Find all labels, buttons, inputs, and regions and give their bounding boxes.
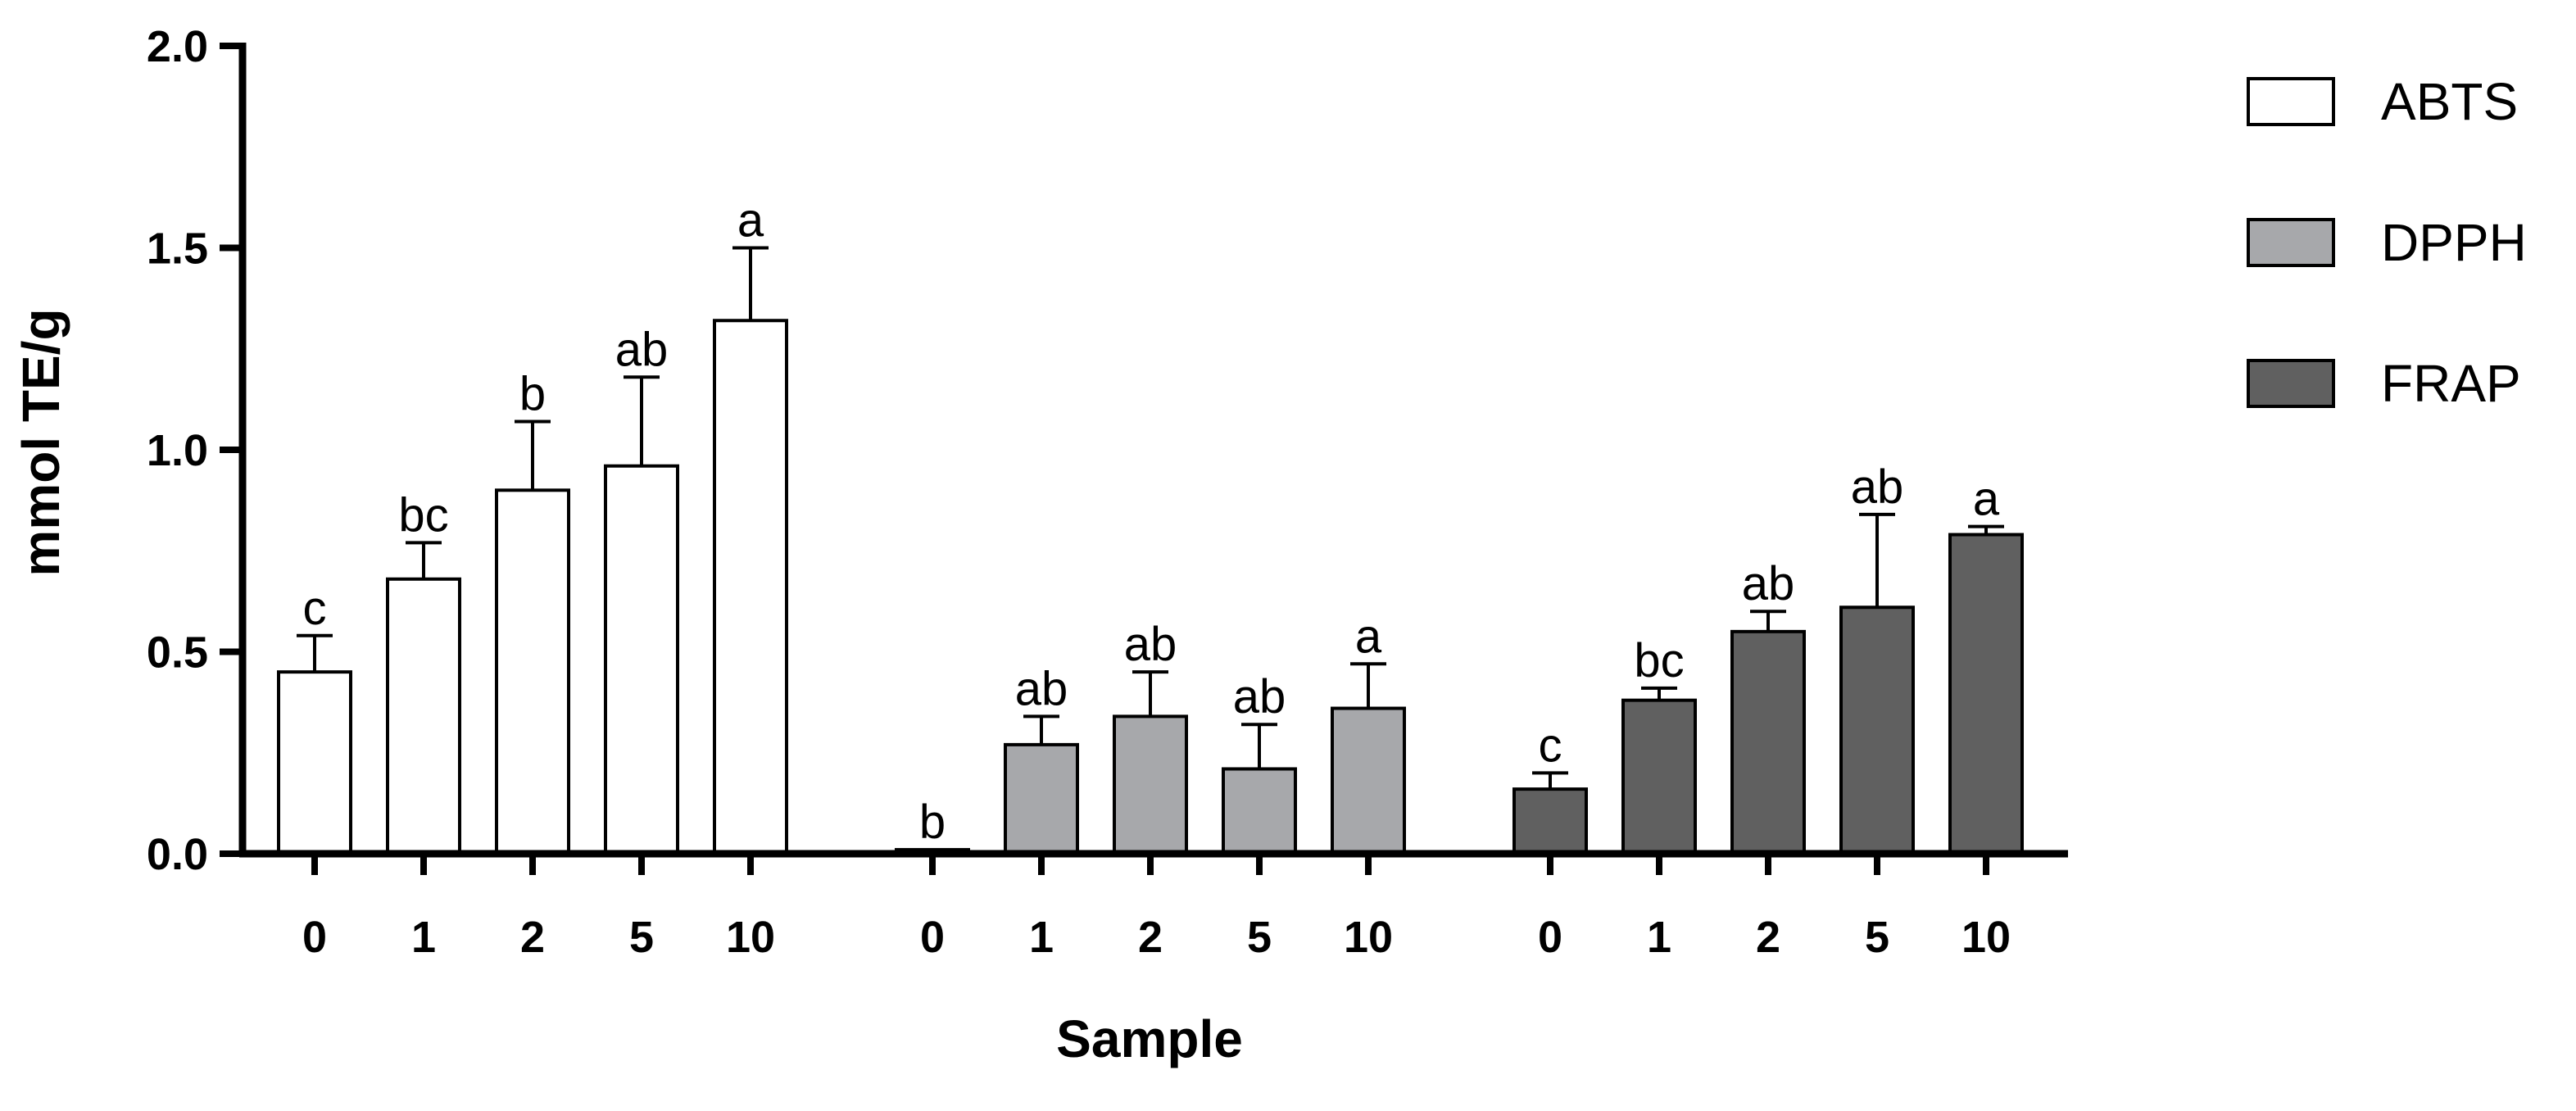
- x-tick-label: 10: [1344, 913, 1393, 962]
- bar-abts-10: [713, 319, 788, 855]
- legend-swatch-dpph: [2247, 218, 2335, 267]
- x-tick-label: 5: [629, 913, 654, 962]
- significance-label: a: [1973, 473, 2000, 526]
- significance-label: bc: [1634, 634, 1684, 687]
- bar-frap-1: [1621, 698, 1697, 855]
- bar-dpph-10: [1331, 706, 1406, 856]
- x-tick-label: 1: [411, 913, 436, 962]
- significance-label: ab: [615, 323, 669, 376]
- x-tick-label: 10: [726, 913, 775, 962]
- bar-frap-10: [1948, 533, 2024, 856]
- bar-dpph-1: [1004, 742, 1079, 856]
- legend: ABTS DPPH FRAP: [2247, 72, 2527, 413]
- legend-label-frap: FRAP: [2381, 354, 2521, 413]
- x-tick-label: 1: [1647, 913, 1671, 962]
- x-tick-label: 1: [1029, 913, 1054, 962]
- significance-label: ab: [1742, 557, 1795, 610]
- significance-label: ab: [1015, 662, 1068, 715]
- x-tick-label: 10: [1961, 913, 2011, 962]
- bar-frap-5: [1839, 605, 1915, 856]
- significance-label: ab: [1124, 618, 1177, 671]
- legend-swatch-abts: [2247, 77, 2335, 126]
- significance-label: a: [1355, 610, 1382, 663]
- significance-label: b: [519, 367, 546, 420]
- x-tick-label: 0: [1538, 913, 1562, 962]
- bar-abts-5: [604, 464, 679, 855]
- significance-label: ab: [1233, 670, 1286, 723]
- x-tick-label: 0: [302, 913, 327, 962]
- x-tick-label: 0: [920, 913, 945, 962]
- legend-label-dpph: DPPH: [2381, 213, 2527, 272]
- bar-dpph-2: [1113, 714, 1188, 855]
- x-tick-label: 5: [1247, 913, 1272, 962]
- x-tick-label: 5: [1865, 913, 1889, 962]
- x-axis-title: Sample: [1056, 1009, 1243, 1068]
- significance-label: a: [737, 194, 764, 247]
- x-tick-label: 2: [1138, 913, 1163, 962]
- y-tick-label: 1.5: [147, 224, 208, 274]
- bar-abts-0: [277, 670, 352, 856]
- y-axis-title: mmol TE/g: [11, 308, 70, 576]
- axis-layer: 0 1 2 5 10 0 1 2 5 10 0 1 2 5 10 0.0 0.5 1.0 1.5 2.0: [147, 22, 2068, 962]
- y-tick-label: 1.0: [147, 426, 208, 475]
- bar-frap-0: [1512, 787, 1588, 855]
- significance-label: b: [919, 796, 946, 849]
- y-tick-label: 0.0: [147, 830, 208, 879]
- y-tick-label: 0.5: [147, 628, 208, 678]
- bar-abts-1: [386, 577, 461, 855]
- y-tick-label: 2.0: [147, 22, 208, 71]
- x-tick-label: 2: [1756, 913, 1780, 962]
- x-tick-label: 2: [520, 913, 545, 962]
- legend-swatch-frap: [2247, 359, 2335, 408]
- bar-abts-2: [495, 488, 570, 855]
- significance-label: c: [303, 582, 327, 635]
- significance-label: ab: [1851, 460, 1904, 514]
- significance-label: c: [1539, 719, 1562, 772]
- significance-label: bc: [398, 488, 448, 542]
- bar-frap-2: [1730, 629, 1806, 855]
- bar-dpph-5: [1222, 767, 1297, 855]
- legend-label-abts: ABTS: [2381, 72, 2518, 131]
